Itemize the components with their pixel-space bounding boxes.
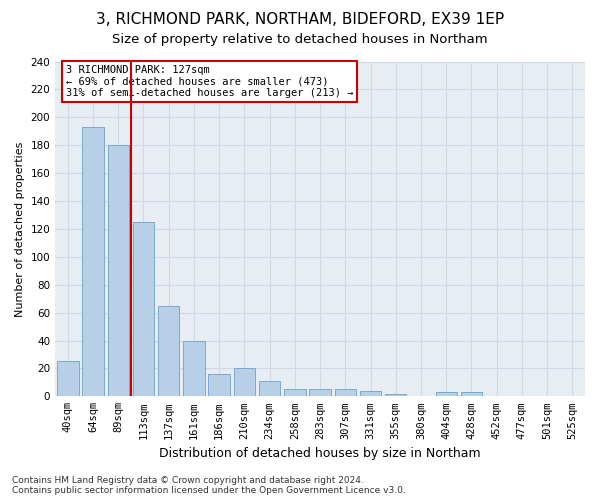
- Bar: [335, 390, 356, 396]
- Bar: [82, 127, 104, 396]
- Bar: [233, 368, 255, 396]
- Bar: [461, 392, 482, 396]
- Bar: [133, 222, 154, 396]
- Bar: [57, 362, 79, 396]
- Bar: [310, 390, 331, 396]
- Text: 3, RICHMOND PARK, NORTHAM, BIDEFORD, EX39 1EP: 3, RICHMOND PARK, NORTHAM, BIDEFORD, EX3…: [96, 12, 504, 28]
- Bar: [183, 340, 205, 396]
- Bar: [284, 390, 305, 396]
- Text: Contains HM Land Registry data © Crown copyright and database right 2024.
Contai: Contains HM Land Registry data © Crown c…: [12, 476, 406, 495]
- Bar: [360, 390, 381, 396]
- Text: 3 RICHMOND PARK: 127sqm
← 69% of detached houses are smaller (473)
31% of semi-d: 3 RICHMOND PARK: 127sqm ← 69% of detache…: [66, 65, 353, 98]
- Bar: [385, 394, 406, 396]
- Bar: [158, 306, 179, 396]
- X-axis label: Distribution of detached houses by size in Northam: Distribution of detached houses by size …: [159, 447, 481, 460]
- Y-axis label: Number of detached properties: Number of detached properties: [15, 141, 25, 316]
- Bar: [208, 374, 230, 396]
- Bar: [259, 381, 280, 396]
- Bar: [107, 145, 129, 397]
- Text: Size of property relative to detached houses in Northam: Size of property relative to detached ho…: [112, 32, 488, 46]
- Bar: [436, 392, 457, 396]
